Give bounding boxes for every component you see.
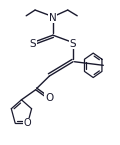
Text: O: O: [45, 93, 53, 103]
Text: S: S: [70, 39, 76, 49]
Text: N: N: [49, 13, 57, 23]
Text: S: S: [29, 39, 36, 49]
Text: O: O: [24, 118, 32, 128]
